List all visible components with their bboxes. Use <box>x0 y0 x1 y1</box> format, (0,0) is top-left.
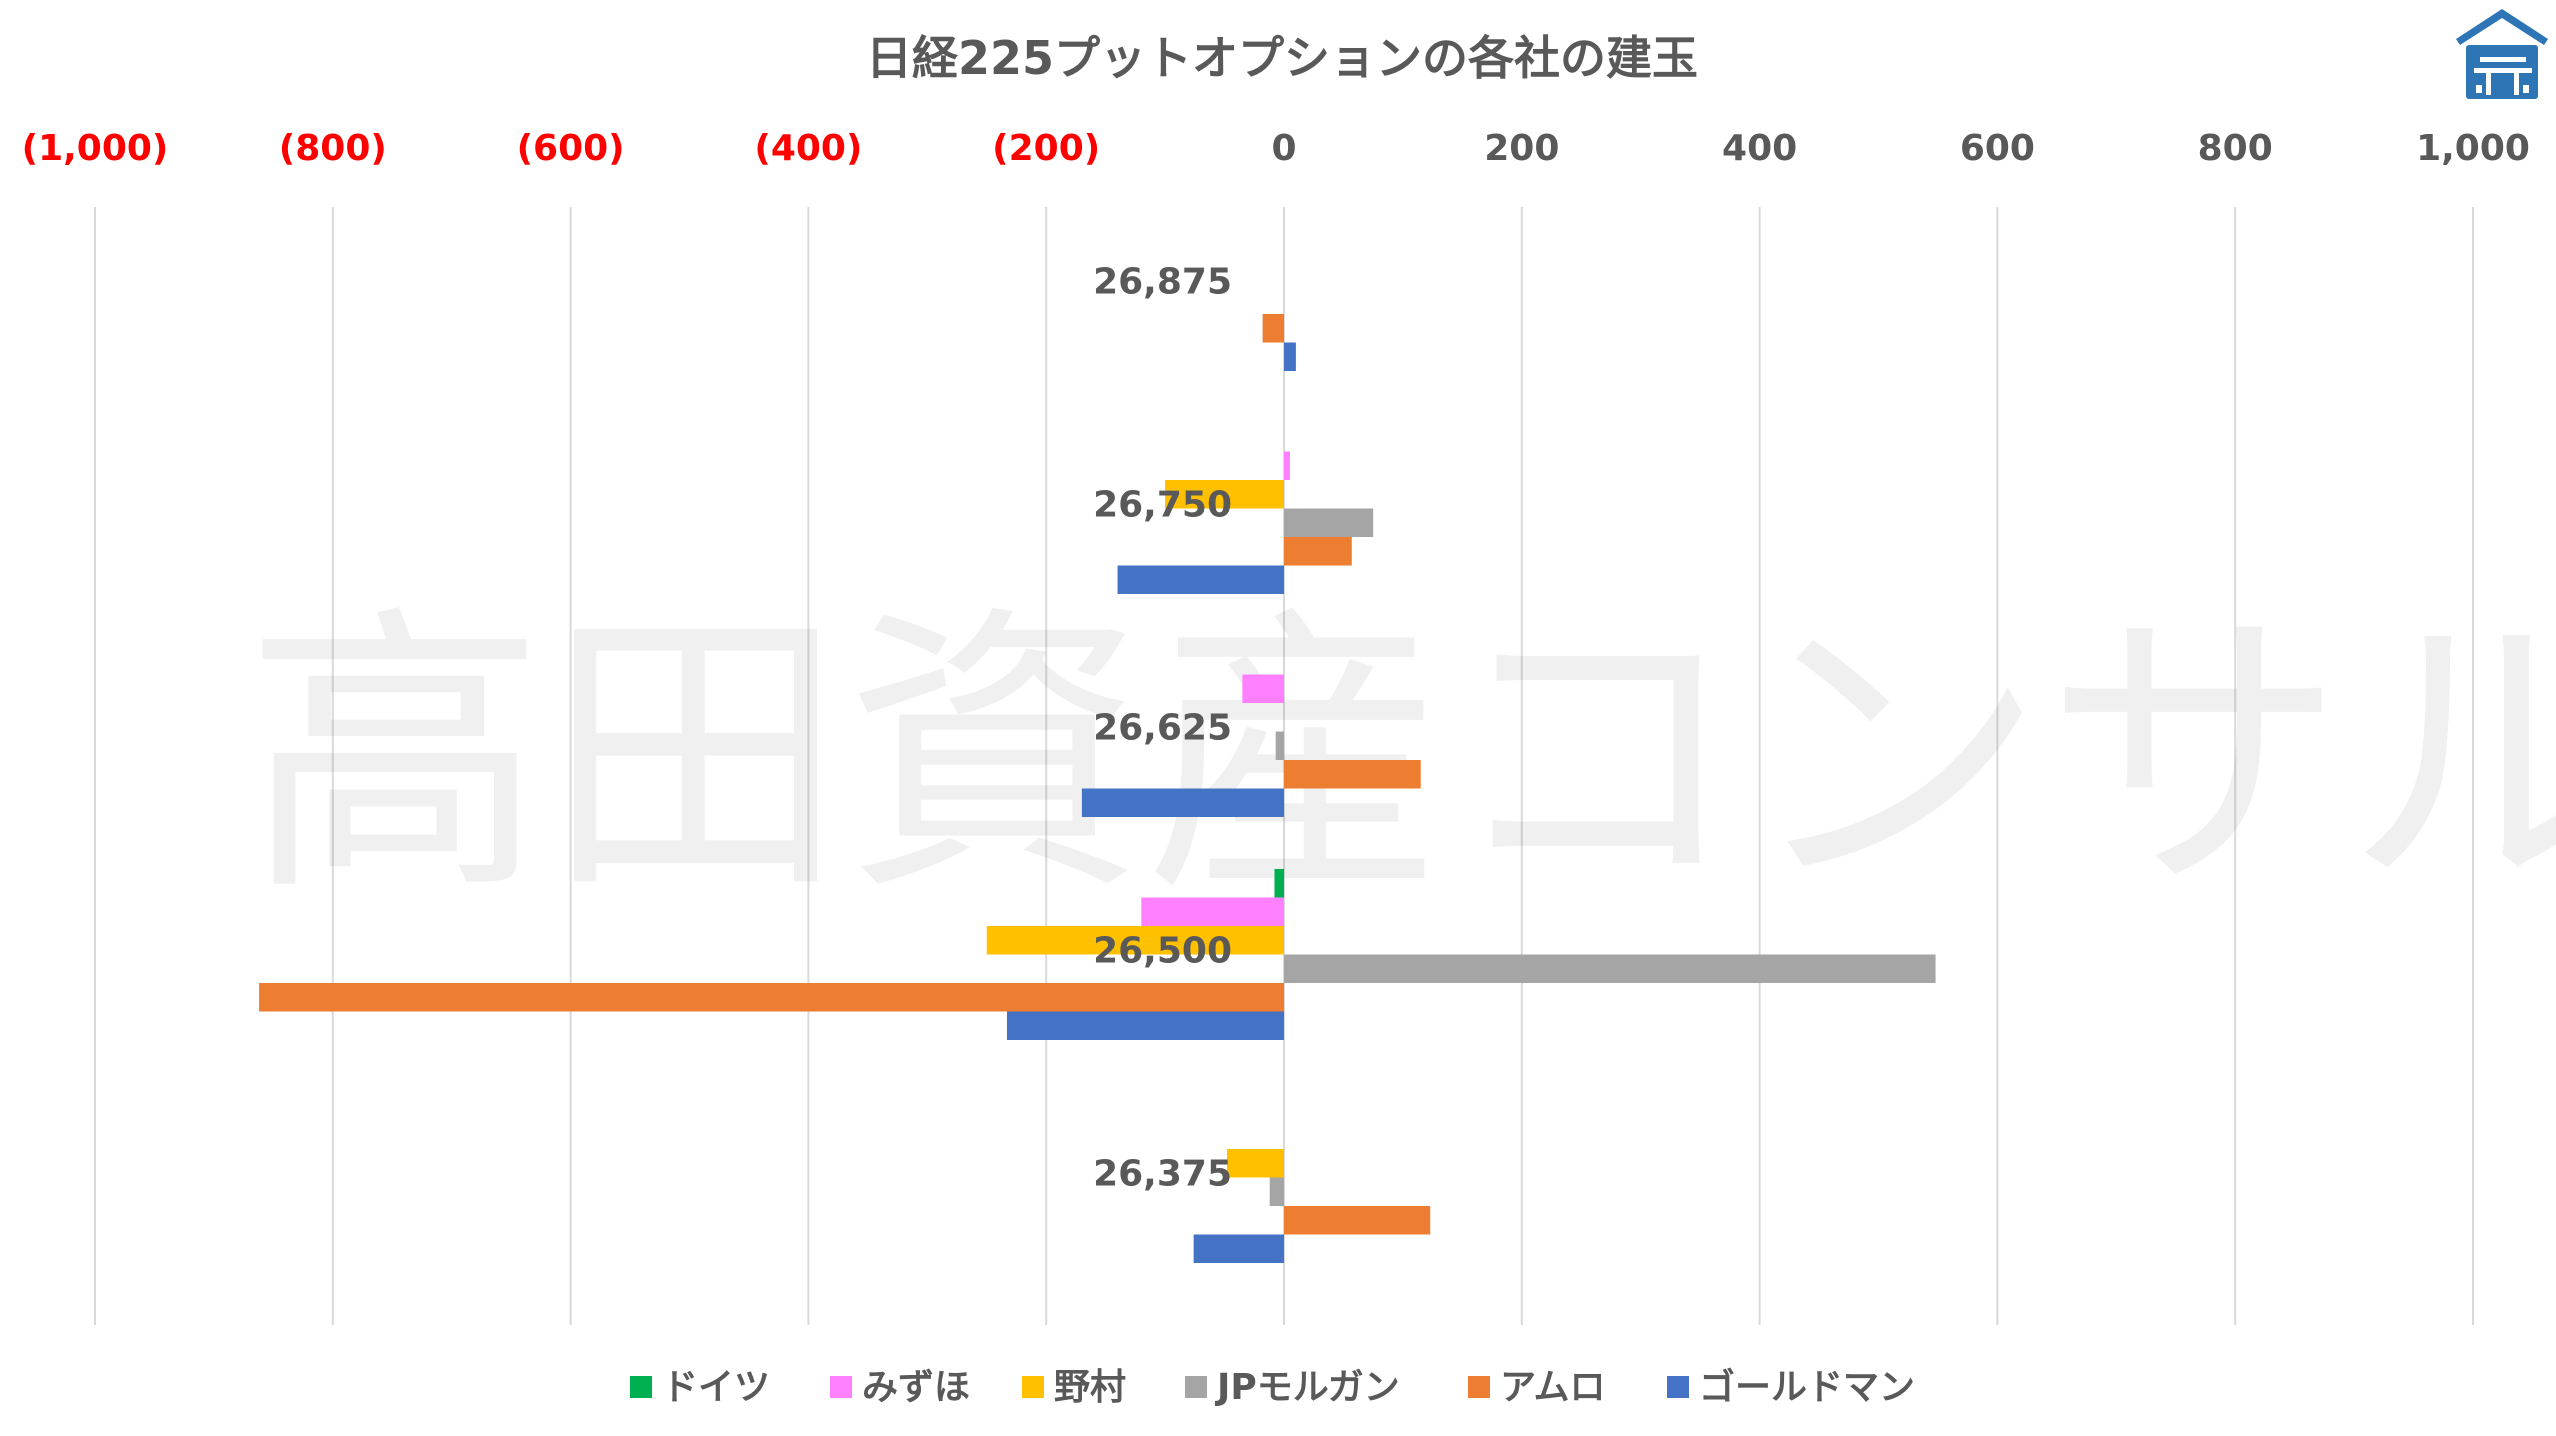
x-tick-label: 800 <box>2198 128 2273 169</box>
bar-みずほ-26,625 <box>1242 674 1284 703</box>
house-logo-icon <box>2456 9 2548 99</box>
legend-swatch <box>630 1376 652 1398</box>
x-tick-label: (1,000) <box>22 128 169 169</box>
legend-label: ドイツ <box>662 1367 770 1408</box>
x-tick-label: 400 <box>1722 128 1797 169</box>
bar-アムロ-26,750 <box>1284 537 1352 566</box>
legend-label: アムロ <box>1500 1367 1605 1408</box>
bar-野村-26,500 <box>986 926 1284 955</box>
bar-野村-26,750 <box>1165 480 1284 509</box>
axis-layer: (1,000) (800) (600) (400) (200) 0 200 400 600 800… <box>22 128 2530 169</box>
bar-ゴールドマン-26,625 <box>1081 788 1284 817</box>
x-tick-label: 200 <box>1484 128 1559 169</box>
bar-JPモルガン-26,625 <box>1275 731 1284 760</box>
category-label: 26,875 <box>1093 262 1232 303</box>
bar-JPモルガン-26,750 <box>1284 508 1374 537</box>
category-label: 26,750 <box>1093 485 1232 526</box>
legend-label: JPモルガン <box>1214 1367 1400 1408</box>
legend-swatch <box>830 1376 852 1398</box>
bar-ゴールドマン-26,375 <box>1193 1234 1284 1263</box>
legend: ドイツ みずほ 野村 JPモルガン アムロ ゴールドマン <box>630 1366 1915 1408</box>
bar-みずほ-26,500 <box>1141 897 1284 926</box>
bar-layer <box>259 314 1936 1263</box>
x-tick-label: (600) <box>517 128 625 169</box>
x-tick-label: (800) <box>279 128 387 169</box>
bar-ゴールドマン-26,500 <box>1006 1011 1284 1040</box>
category-label: 26,375 <box>1093 1154 1232 1195</box>
bar-アムロ-26,625 <box>1284 760 1421 789</box>
legend-swatch <box>1022 1376 1044 1398</box>
category-label-layer: 26,875 26,750 26,625 26,500 26,375 <box>1093 262 1232 1195</box>
bar-みずほ-26,750 <box>1284 451 1290 480</box>
bar-JPモルガン-26,375 <box>1269 1177 1284 1206</box>
bar-JPモルガン-26,500 <box>1284 954 1936 983</box>
bar-ゴールドマン-26,875 <box>1284 342 1296 371</box>
x-tick-label: (400) <box>754 128 862 169</box>
bar-ゴールドマン-26,750 <box>1117 565 1284 594</box>
bar-アムロ-26,500 <box>259 983 1284 1012</box>
x-tick-label: 1,000 <box>2416 128 2530 169</box>
bar-アムロ-26,375 <box>1284 1206 1431 1235</box>
legend-swatch <box>1667 1376 1689 1398</box>
chart-title: 日経225プットオプションの各社の建玉 <box>866 31 1698 85</box>
category-label: 26,625 <box>1093 708 1232 749</box>
x-tick-label: 600 <box>1960 128 2035 169</box>
bar-野村-26,375 <box>1226 1149 1284 1178</box>
bar-アムロ-26,875 <box>1262 314 1284 343</box>
legend-swatch <box>1468 1376 1490 1398</box>
bar-ドイツ-26,500 <box>1274 869 1284 898</box>
legend-swatch <box>1185 1376 1207 1398</box>
legend-label: ゴールドマン <box>1699 1366 1915 1408</box>
category-label: 26,500 <box>1093 931 1232 972</box>
legend-label: 野村 <box>1054 1367 1126 1408</box>
x-tick-label: (200) <box>992 128 1100 169</box>
legend-label: みずほ <box>862 1367 970 1408</box>
watermark-text: 高田資産コンサル <box>245 582 2556 931</box>
watermark-layer: 高田資産コンサル <box>245 582 2556 931</box>
x-tick-label: 0 <box>1271 128 1296 169</box>
